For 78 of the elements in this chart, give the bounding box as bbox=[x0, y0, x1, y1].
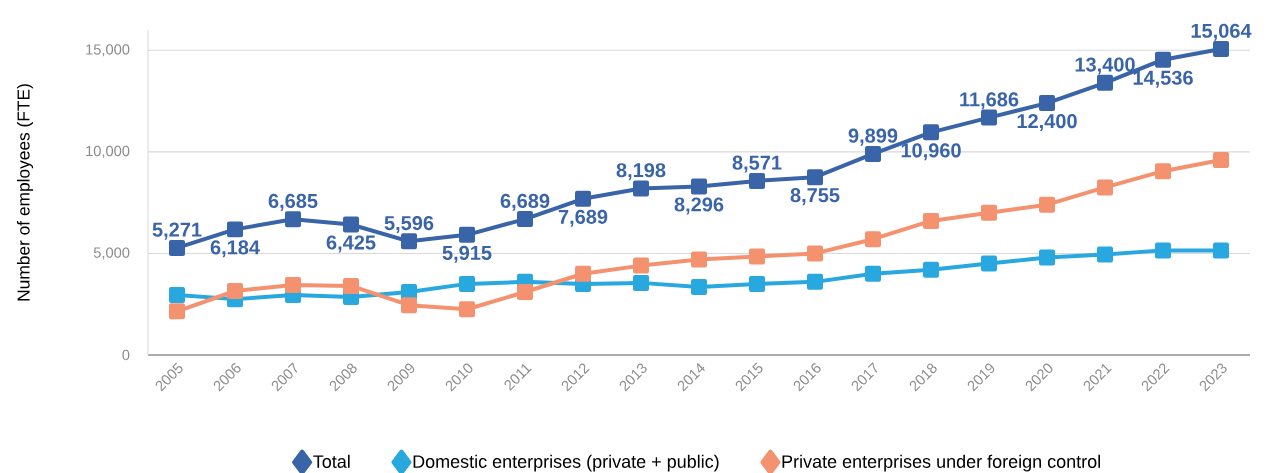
point bbox=[575, 190, 592, 207]
data-label: 6,685 bbox=[268, 193, 318, 211]
point bbox=[691, 278, 708, 295]
point bbox=[807, 169, 824, 186]
data-label: 8,571 bbox=[732, 155, 782, 173]
legend-label: Domestic enterprises (private + public) bbox=[413, 454, 719, 472]
point bbox=[1039, 196, 1055, 213]
data-label: 8,755 bbox=[790, 188, 840, 206]
point bbox=[517, 284, 534, 301]
point bbox=[807, 273, 824, 290]
point bbox=[923, 124, 940, 141]
point bbox=[1097, 179, 1113, 196]
point bbox=[401, 233, 418, 250]
point bbox=[633, 257, 650, 274]
point bbox=[575, 265, 592, 282]
point bbox=[169, 287, 186, 304]
point bbox=[343, 277, 360, 294]
y-tick-label: 5,000 bbox=[93, 247, 130, 260]
point bbox=[981, 204, 997, 221]
point bbox=[459, 275, 476, 292]
point bbox=[1213, 242, 1229, 259]
point bbox=[459, 226, 476, 243]
data-label: 5,596 bbox=[384, 215, 434, 234]
point bbox=[865, 265, 881, 282]
data-label: 15,064 bbox=[1191, 23, 1252, 41]
point bbox=[865, 145, 881, 162]
point bbox=[691, 251, 708, 268]
point bbox=[1039, 95, 1055, 112]
y-axis-title: Number of employees (FTE) bbox=[16, 84, 34, 301]
point bbox=[1097, 74, 1113, 91]
point bbox=[923, 212, 940, 229]
point bbox=[749, 275, 765, 292]
y-tick-label: 0 bbox=[122, 349, 130, 361]
point bbox=[691, 178, 708, 195]
point bbox=[633, 274, 650, 291]
point bbox=[865, 231, 881, 248]
point bbox=[1213, 41, 1229, 57]
point bbox=[517, 211, 534, 228]
point bbox=[1155, 51, 1171, 68]
point bbox=[459, 301, 476, 318]
data-label: 11,686 bbox=[960, 92, 1019, 110]
point bbox=[981, 109, 997, 126]
point bbox=[343, 216, 360, 233]
legend-label: Total bbox=[313, 454, 350, 468]
point bbox=[1039, 249, 1055, 266]
point bbox=[981, 255, 997, 272]
data-label: 8,198 bbox=[616, 163, 666, 181]
point bbox=[923, 261, 940, 278]
point bbox=[749, 172, 765, 189]
point bbox=[1213, 151, 1229, 168]
data-label: 6,184 bbox=[210, 240, 260, 258]
point bbox=[227, 283, 244, 299]
data-label: 9,899 bbox=[848, 128, 898, 146]
data-label: 12,400 bbox=[1017, 114, 1077, 132]
point bbox=[1155, 163, 1171, 180]
data-label: 13,400 bbox=[1075, 57, 1135, 75]
point bbox=[285, 276, 302, 293]
point bbox=[807, 245, 824, 262]
y-tick-label: 15,000 bbox=[86, 44, 130, 57]
data-label: 10,960 bbox=[901, 143, 961, 161]
point bbox=[749, 248, 765, 265]
data-label: 8,296 bbox=[674, 197, 724, 215]
point bbox=[633, 180, 650, 197]
data-label: 7,689 bbox=[558, 209, 608, 227]
data-label: 6,689 bbox=[500, 193, 550, 211]
point bbox=[227, 221, 244, 238]
y-tick-label: 10,000 bbox=[86, 145, 130, 158]
point bbox=[401, 297, 418, 314]
data-label: 5,271 bbox=[152, 222, 202, 240]
data-label: 5,915 bbox=[442, 245, 492, 263]
point bbox=[169, 303, 186, 320]
data-label: 6,425 bbox=[326, 235, 376, 253]
point bbox=[1155, 242, 1171, 259]
point bbox=[1097, 246, 1113, 263]
data-label: 14,536 bbox=[1133, 70, 1193, 88]
legend-label: Private enterprises under foreign control bbox=[782, 454, 1100, 472]
point bbox=[285, 211, 302, 228]
point bbox=[169, 239, 186, 256]
